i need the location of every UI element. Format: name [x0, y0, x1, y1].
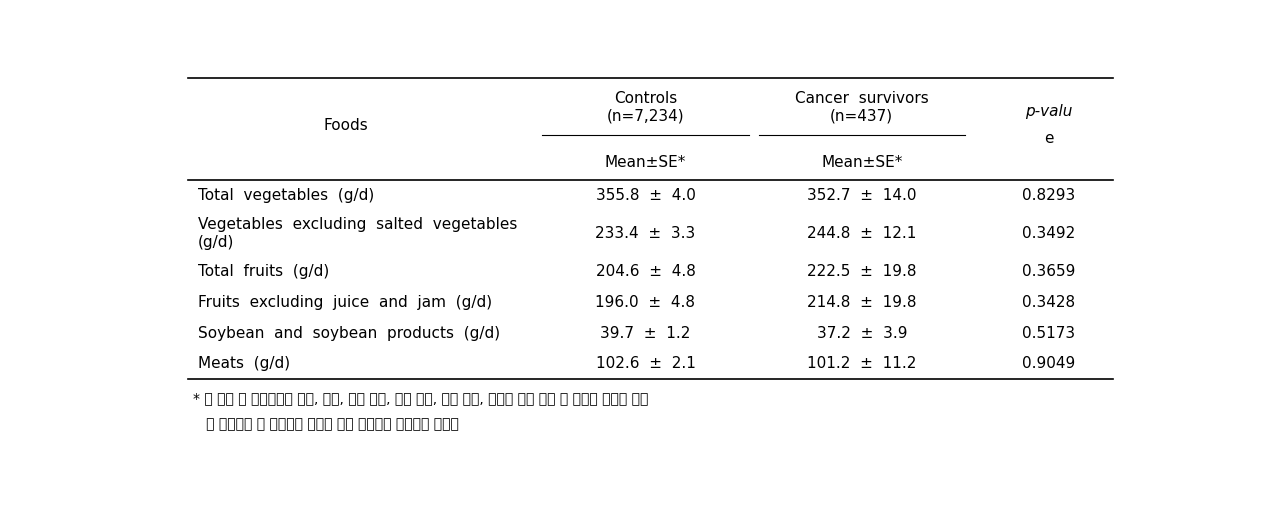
- Text: Mean±SE*: Mean±SE*: [821, 155, 902, 170]
- Text: 0.3659: 0.3659: [1022, 264, 1075, 279]
- Text: 244.8  ±  12.1: 244.8 ± 12.1: [807, 226, 916, 241]
- Text: Fruits  excluding  juice  and  jam  (g/d): Fruits excluding juice and jam (g/d): [198, 295, 492, 310]
- Text: 37.2  ±  3.9: 37.2 ± 3.9: [816, 325, 907, 341]
- Text: 0.3492: 0.3492: [1022, 226, 1075, 241]
- Text: p-valu: p-valu: [1025, 104, 1072, 119]
- Text: 352.7  ±  14.0: 352.7 ± 14.0: [807, 188, 916, 203]
- Text: Foods: Foods: [324, 118, 368, 133]
- Text: Soybean  and  soybean  products  (g/d): Soybean and soybean products (g/d): [198, 325, 500, 341]
- Text: 233.4  ±  3.3: 233.4 ± 3.3: [595, 226, 695, 241]
- Text: e: e: [1044, 131, 1053, 147]
- Text: Cancer  survivors
(n=437): Cancer survivors (n=437): [794, 91, 929, 124]
- Text: 0.8293: 0.8293: [1022, 188, 1075, 203]
- Text: 0.5173: 0.5173: [1022, 325, 1075, 341]
- Text: 102.6  ±  2.1: 102.6 ± 2.1: [595, 356, 695, 371]
- Text: Meats  (g/d): Meats (g/d): [198, 356, 291, 371]
- Text: * 각 평균 및 표준오차는 연령, 성별, 교육 수준, 흡연 상태, 음주 상태, 규칙적 운동 여부 및 체질량 지수를 보정: * 각 평균 및 표준오차는 연령, 성별, 교육 수준, 흡연 상태, 음주 …: [193, 391, 648, 406]
- Text: Vegetables  excluding  salted  vegetables
(g/d): Vegetables excluding salted vegetables (…: [198, 218, 518, 250]
- Text: 101.2  ±  11.2: 101.2 ± 11.2: [807, 356, 916, 371]
- Text: 196.0  ±  4.8: 196.0 ± 4.8: [595, 295, 695, 310]
- Text: 0.3428: 0.3428: [1022, 295, 1075, 310]
- Text: 214.8  ±  19.8: 214.8 ± 19.8: [807, 295, 916, 310]
- Text: Controls
(n=7,234): Controls (n=7,234): [607, 91, 684, 124]
- Text: Mean±SE*: Mean±SE*: [605, 155, 687, 170]
- Text: Total  fruits  (g/d): Total fruits (g/d): [198, 264, 329, 279]
- Text: 204.6  ±  4.8: 204.6 ± 4.8: [595, 264, 695, 279]
- Text: 222.5  ±  19.8: 222.5 ± 19.8: [807, 264, 916, 279]
- Text: 한 상태에서 각 대상자에 할당된 표본 가중치를 이용하여 계산함: 한 상태에서 각 대상자에 할당된 표본 가중치를 이용하여 계산함: [193, 417, 459, 431]
- Text: 355.8  ±  4.0: 355.8 ± 4.0: [595, 188, 695, 203]
- Text: Total  vegetables  (g/d): Total vegetables (g/d): [198, 188, 374, 203]
- Text: 39.7  ±  1.2: 39.7 ± 1.2: [600, 325, 690, 341]
- Text: 0.9049: 0.9049: [1022, 356, 1075, 371]
